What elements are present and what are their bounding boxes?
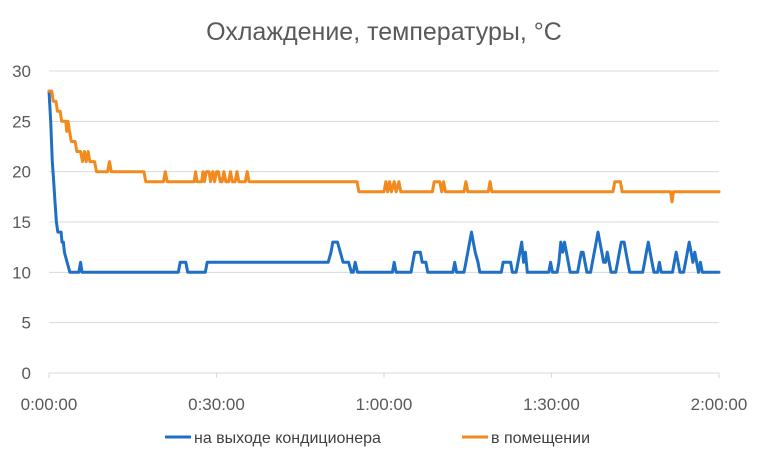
- legend-item-2: в помещении: [462, 430, 590, 447]
- chart-title: Охлаждение, температуры, °C: [206, 18, 562, 46]
- y-axis-ticks: 0 5 10 15 20 25 30: [12, 62, 31, 383]
- x-tick-label: 0:30:00: [188, 395, 245, 414]
- gridlines: [49, 70, 719, 374]
- y-tick-label: 5: [22, 314, 31, 333]
- legend-label: в помещении: [491, 430, 590, 447]
- x-tick-label: 2:00:00: [691, 395, 748, 414]
- y-tick-label: 20: [12, 163, 31, 182]
- legend-item-1: на выходе кондиционера: [165, 430, 381, 447]
- y-tick-label: 15: [12, 213, 31, 232]
- x-tick-label: 1:30:00: [523, 395, 580, 414]
- x-tick-label: 0:00:00: [21, 395, 78, 414]
- legend-label: на выходе кондиционера: [194, 430, 381, 447]
- x-axis-ticks: 0:00:00 0:30:00 1:00:00 1:30:00 2:00:00: [21, 373, 748, 414]
- series-lines: [47, 89, 721, 274]
- series-line-2: [47, 89, 721, 204]
- y-tick-label: 0: [22, 364, 31, 383]
- y-tick-label: 25: [12, 112, 31, 131]
- series-line-1: [47, 89, 721, 274]
- legend: на выходе кондиционера в помещении: [165, 430, 590, 447]
- x-tick-label: 1:00:00: [356, 395, 413, 414]
- y-tick-label: 30: [12, 62, 31, 81]
- y-tick-label: 10: [12, 263, 31, 282]
